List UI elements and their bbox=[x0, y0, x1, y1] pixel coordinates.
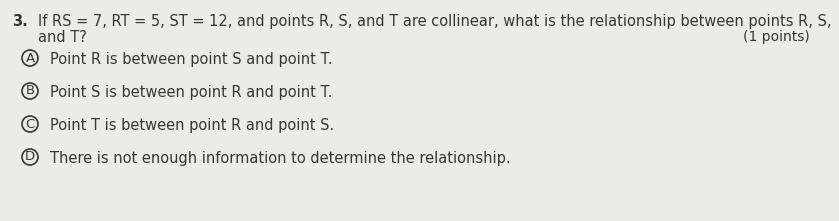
Text: and T?: and T? bbox=[38, 30, 87, 45]
Text: (1 points): (1 points) bbox=[743, 30, 810, 44]
Text: D: D bbox=[25, 151, 35, 164]
Text: Point S is between point R and point T.: Point S is between point R and point T. bbox=[50, 85, 332, 100]
Text: Point T is between point R and point S.: Point T is between point R and point S. bbox=[50, 118, 334, 133]
Text: Point R is between point S and point T.: Point R is between point S and point T. bbox=[50, 52, 332, 67]
Text: If RS = 7, RT = 5, ST = 12, and points R, S, and T are collinear, what is the re: If RS = 7, RT = 5, ST = 12, and points R… bbox=[38, 14, 831, 29]
Text: C: C bbox=[25, 118, 34, 130]
Text: There is not enough information to determine the relationship.: There is not enough information to deter… bbox=[50, 151, 511, 166]
Text: A: A bbox=[25, 51, 34, 65]
Text: 3.: 3. bbox=[12, 14, 28, 29]
Text: B: B bbox=[25, 84, 34, 97]
